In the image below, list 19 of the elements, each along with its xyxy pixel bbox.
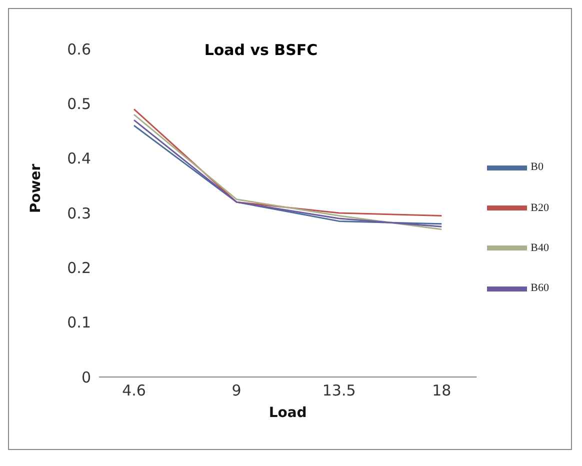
line-series bbox=[133, 108, 442, 216]
y-tick-label: 0 bbox=[81, 368, 91, 386]
legend-label: B20 bbox=[530, 202, 549, 214]
y-tick-label: 0.5 bbox=[67, 94, 91, 113]
x-tick-label: 9 bbox=[232, 382, 242, 400]
y-axis-title: Power bbox=[28, 164, 44, 213]
x-axis-title: Load bbox=[268, 405, 307, 421]
x-tick-label: 18 bbox=[432, 382, 452, 400]
y-tick-label: 0.4 bbox=[67, 150, 91, 168]
y-tick-label: 0.2 bbox=[67, 258, 91, 277]
legend-label: B40 bbox=[530, 242, 549, 254]
legend-label: B0 bbox=[530, 161, 544, 174]
x-tick-label: 13.5 bbox=[322, 382, 356, 400]
x-tick-label: 4.6 bbox=[122, 382, 146, 400]
chart-title: Load vs BSFC bbox=[204, 41, 318, 59]
y-tick-label: 0.3 bbox=[67, 204, 91, 222]
y-tick-label: 0.1 bbox=[67, 314, 91, 332]
legend-label: B60 bbox=[530, 282, 549, 294]
y-tick-label: 0.6 bbox=[67, 40, 91, 58]
